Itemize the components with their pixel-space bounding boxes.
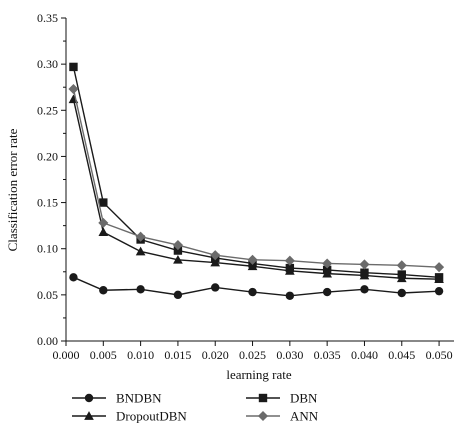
x-tick-label: 0.005 — [90, 348, 117, 362]
data-point-ann — [98, 217, 109, 228]
x-tick-label: 0.020 — [202, 348, 229, 362]
data-point-bndbn — [285, 291, 295, 300]
legend-label-ann: ANN — [290, 409, 319, 424]
data-point-ann — [284, 255, 295, 266]
legend-label-dbn: DBN — [290, 391, 318, 406]
data-point-dropoutdbn — [135, 246, 146, 256]
series-line-dropoutdbn — [72, 99, 440, 280]
data-point-bndbn — [434, 286, 444, 296]
data-point-ann — [396, 260, 407, 271]
x-tick-label: 0.040 — [351, 348, 378, 362]
series-dropoutdbn — [68, 94, 444, 284]
legend-marker-ann — [257, 410, 269, 422]
series-line-ann — [72, 88, 440, 268]
data-point-dbn — [173, 246, 183, 255]
y-tick-label: 0.15 — [37, 196, 58, 210]
x-tick-label: 0.015 — [164, 348, 191, 362]
axes: 0.00 0.05 0.10 0.15 0.20 0.25 0.30 0.35 0.000 0.0… — [37, 11, 454, 362]
y-tick-label: 0.30 — [37, 57, 58, 71]
legend-item-bndbn: BNDBN — [72, 391, 162, 406]
series-ann — [68, 84, 445, 273]
data-point-ann — [210, 250, 221, 261]
data-point-dropoutdbn — [396, 273, 407, 283]
data-point-ann — [247, 254, 258, 265]
data-point-bndbn — [69, 273, 78, 282]
y-tick-label: 0.35 — [37, 11, 58, 25]
data-point-bndbn — [248, 287, 257, 297]
data-point-bndbn — [136, 285, 145, 294]
axis-labels: Classification error rate learning rate — [5, 128, 292, 382]
legend-marker-dbn — [258, 393, 268, 403]
x-tick-label: 0.035 — [314, 348, 341, 362]
x-tick-label: 0.025 — [239, 348, 266, 362]
data-point-bndbn — [322, 287, 332, 297]
data-point-dropoutdbn — [322, 268, 332, 278]
y-tick-label: 0.05 — [37, 288, 58, 302]
legend-item-dropoutdbn: DropoutDBN — [72, 409, 187, 424]
x-tick-label: 0.050 — [426, 348, 453, 362]
data-point-ann — [434, 262, 445, 273]
series-bndbn — [69, 273, 444, 300]
data-point-bndbn — [173, 290, 183, 300]
x-tick-label: 0.030 — [276, 348, 303, 362]
series-layer — [68, 62, 445, 300]
x-tick-label: 0.045 — [388, 348, 415, 362]
data-point-ann — [68, 84, 79, 95]
data-point-dbn — [99, 198, 108, 207]
x-axis-label: learning rate — [226, 367, 292, 382]
data-point-bndbn — [211, 283, 220, 292]
data-point-dropoutdbn — [210, 257, 221, 267]
data-point-ann — [172, 239, 183, 251]
legend-label-bndbn: BNDBN — [116, 391, 162, 406]
data-point-dbn — [69, 62, 78, 72]
data-point-dropoutdbn — [173, 254, 183, 264]
y-tick-label: 0.00 — [37, 334, 58, 348]
data-point-dropoutdbn — [434, 274, 444, 284]
data-point-ann — [322, 258, 333, 269]
x-tick-label: 0.000 — [53, 348, 80, 362]
y-axis-label: Classification error rate — [5, 128, 20, 251]
data-point-dropoutdbn — [359, 270, 370, 280]
data-point-bndbn — [360, 285, 369, 294]
data-point-dropoutdbn — [98, 227, 109, 236]
legend-item-ann: ANN — [246, 409, 319, 424]
legend: BNDBN DBN DropoutDBN ANN — [72, 391, 319, 424]
data-point-ann — [359, 259, 370, 270]
data-point-dropoutdbn — [285, 266, 295, 275]
data-point-ann — [135, 231, 146, 242]
legend-marker-dropoutdbn — [84, 411, 94, 420]
data-point-bndbn — [397, 288, 406, 298]
x-tick-label: 0.010 — [127, 348, 154, 362]
legend-marker-bndbn — [84, 393, 94, 403]
legend-item-dbn: DBN — [246, 391, 318, 406]
y-tick-label: 0.25 — [37, 103, 58, 117]
y-tick-label: 0.10 — [37, 242, 58, 256]
data-point-bndbn — [99, 286, 108, 295]
y-tick-label: 0.20 — [37, 149, 58, 163]
series-dbn — [69, 62, 444, 282]
legend-label-dropoutdbn: DropoutDBN — [116, 409, 187, 424]
data-point-dropoutdbn — [247, 261, 258, 271]
